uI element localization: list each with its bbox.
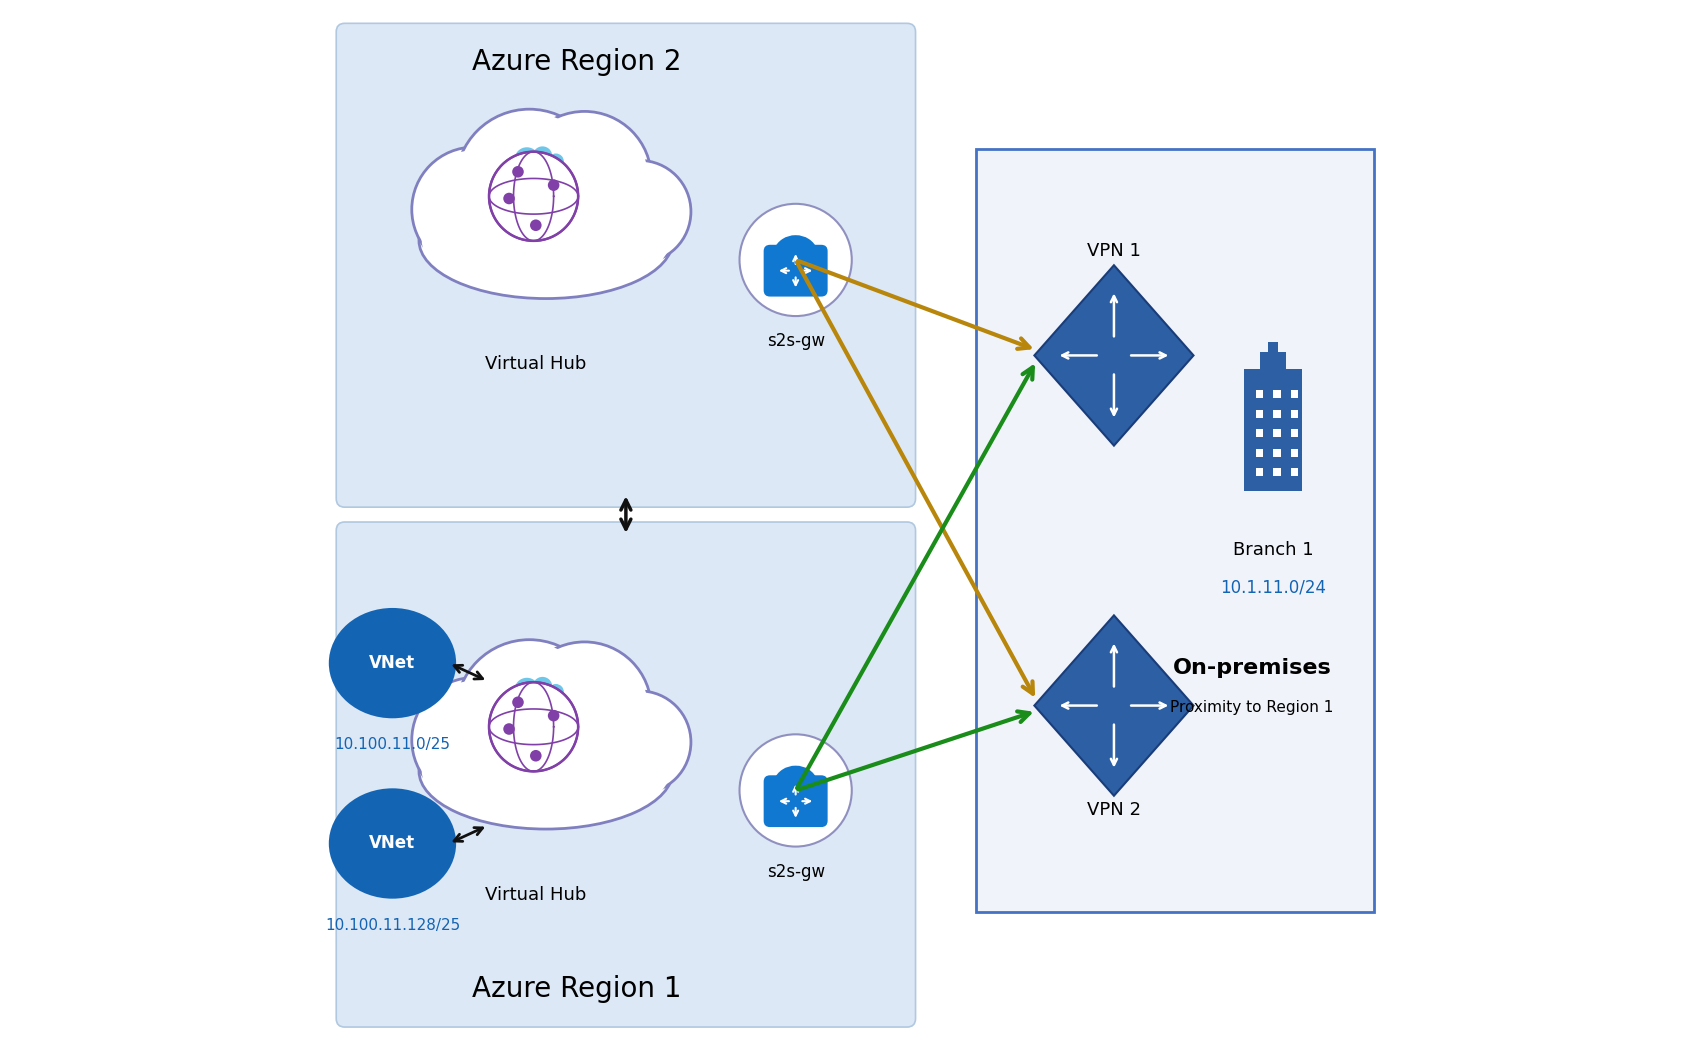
- Circle shape: [521, 115, 647, 242]
- Circle shape: [459, 112, 599, 253]
- Circle shape: [512, 696, 524, 708]
- Text: 10.100.11.128/25: 10.100.11.128/25: [324, 918, 459, 933]
- Text: VNet: VNet: [369, 655, 415, 672]
- Circle shape: [512, 166, 524, 177]
- Text: On-premises: On-premises: [1171, 658, 1330, 678]
- Circle shape: [504, 724, 514, 735]
- Ellipse shape: [422, 186, 669, 295]
- Circle shape: [521, 645, 647, 772]
- Circle shape: [739, 204, 852, 316]
- Circle shape: [415, 151, 533, 268]
- Circle shape: [517, 642, 650, 776]
- Circle shape: [589, 691, 691, 794]
- FancyBboxPatch shape: [1268, 342, 1277, 351]
- FancyBboxPatch shape: [1243, 369, 1301, 490]
- Circle shape: [591, 163, 688, 260]
- Circle shape: [514, 678, 539, 702]
- Polygon shape: [1034, 615, 1193, 796]
- Polygon shape: [1034, 265, 1193, 446]
- FancyBboxPatch shape: [1290, 429, 1297, 437]
- FancyBboxPatch shape: [1272, 468, 1280, 476]
- Ellipse shape: [524, 685, 558, 697]
- Text: Branch 1: Branch 1: [1232, 541, 1313, 559]
- FancyBboxPatch shape: [1255, 390, 1263, 398]
- Text: Azure Region 2: Azure Region 2: [471, 48, 681, 75]
- FancyBboxPatch shape: [1290, 449, 1297, 456]
- Text: VPN 2: VPN 2: [1086, 801, 1140, 819]
- Circle shape: [533, 146, 551, 166]
- Circle shape: [488, 152, 577, 241]
- FancyBboxPatch shape: [1260, 351, 1285, 369]
- FancyBboxPatch shape: [1255, 449, 1263, 456]
- FancyBboxPatch shape: [336, 23, 915, 507]
- FancyBboxPatch shape: [975, 149, 1372, 912]
- FancyBboxPatch shape: [1255, 429, 1263, 437]
- Text: Virtual Hub: Virtual Hub: [485, 886, 586, 904]
- Text: VNet: VNet: [369, 835, 415, 852]
- Ellipse shape: [329, 608, 456, 718]
- FancyBboxPatch shape: [1255, 468, 1263, 476]
- Text: Proximity to Region 1: Proximity to Region 1: [1169, 700, 1333, 715]
- Circle shape: [533, 677, 551, 696]
- Circle shape: [517, 111, 650, 245]
- FancyBboxPatch shape: [763, 776, 828, 828]
- Circle shape: [415, 681, 533, 799]
- FancyBboxPatch shape: [1272, 429, 1280, 437]
- Text: 10.100.11.0/25: 10.100.11.0/25: [335, 737, 451, 752]
- Circle shape: [514, 147, 539, 172]
- Circle shape: [548, 154, 563, 170]
- FancyBboxPatch shape: [1290, 390, 1297, 398]
- FancyBboxPatch shape: [336, 522, 915, 1027]
- Ellipse shape: [524, 155, 558, 167]
- Text: s2s-gw: s2s-gw: [766, 332, 824, 350]
- Circle shape: [459, 643, 599, 783]
- Circle shape: [504, 193, 514, 205]
- FancyBboxPatch shape: [1290, 410, 1297, 417]
- Ellipse shape: [422, 716, 669, 825]
- FancyBboxPatch shape: [1272, 410, 1280, 417]
- Text: Virtual Hub: Virtual Hub: [485, 355, 586, 373]
- Text: Azure Region 1: Azure Region 1: [471, 975, 681, 1003]
- FancyBboxPatch shape: [763, 245, 828, 297]
- Circle shape: [548, 684, 563, 700]
- Circle shape: [411, 147, 536, 272]
- Ellipse shape: [423, 187, 667, 294]
- Ellipse shape: [329, 788, 456, 899]
- Text: s2s-gw: s2s-gw: [766, 863, 824, 881]
- FancyBboxPatch shape: [1255, 410, 1263, 417]
- FancyBboxPatch shape: [1272, 449, 1280, 456]
- Circle shape: [548, 179, 560, 191]
- Ellipse shape: [418, 713, 673, 829]
- Circle shape: [589, 160, 691, 263]
- Circle shape: [548, 710, 560, 721]
- FancyBboxPatch shape: [1272, 390, 1280, 398]
- Circle shape: [529, 750, 541, 762]
- Circle shape: [739, 734, 852, 847]
- Circle shape: [456, 109, 603, 256]
- FancyBboxPatch shape: [1290, 468, 1297, 476]
- Circle shape: [591, 694, 688, 790]
- Circle shape: [411, 678, 536, 802]
- Ellipse shape: [423, 717, 667, 824]
- Ellipse shape: [418, 182, 673, 298]
- Circle shape: [456, 640, 603, 787]
- Circle shape: [529, 220, 541, 231]
- Circle shape: [488, 682, 577, 771]
- Text: VPN 1: VPN 1: [1086, 242, 1140, 260]
- Text: 10.1.11.0/24: 10.1.11.0/24: [1219, 578, 1325, 596]
